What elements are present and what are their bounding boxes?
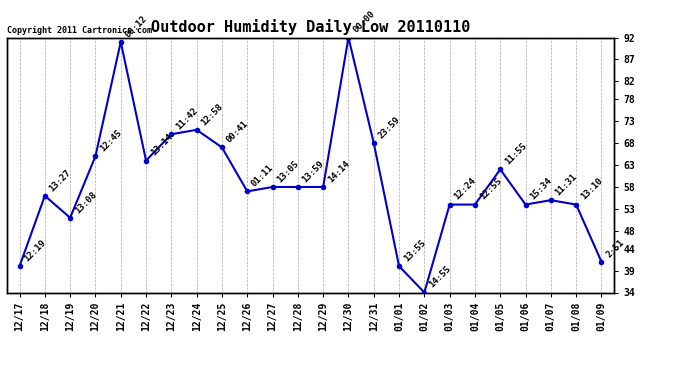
Text: 14:55: 14:55 [427,264,453,290]
Text: 13:08: 13:08 [73,190,98,215]
Text: 00:41: 00:41 [225,119,250,145]
Text: 12:45: 12:45 [98,128,124,153]
Text: 13:14: 13:14 [149,132,174,158]
Title: Outdoor Humidity Daily Low 20110110: Outdoor Humidity Daily Low 20110110 [151,19,470,35]
Text: 15:34: 15:34 [529,176,553,202]
Text: 13:55: 13:55 [402,238,427,263]
Text: 12:58: 12:58 [199,102,225,127]
Text: 00:12: 00:12 [124,14,149,39]
Text: 13:27: 13:27 [48,168,73,193]
Text: 14:14: 14:14 [326,159,351,184]
Text: 13:10: 13:10 [579,176,604,202]
Text: 12:24: 12:24 [453,176,477,202]
Text: Copyright 2011 Cartronics.com: Copyright 2011 Cartronics.com [7,26,152,35]
Text: 11:42: 11:42 [174,106,199,132]
Text: 23:59: 23:59 [377,115,402,140]
Text: 00:00: 00:00 [351,9,377,35]
Text: 12:55: 12:55 [477,176,503,202]
Text: 13:05: 13:05 [275,159,301,184]
Text: 11:55: 11:55 [503,141,529,166]
Text: 01:11: 01:11 [250,163,275,189]
Text: 13:59: 13:59 [301,159,326,184]
Text: 2:51: 2:51 [604,237,626,259]
Text: 11:31: 11:31 [553,172,579,197]
Text: 12:19: 12:19 [22,238,48,263]
